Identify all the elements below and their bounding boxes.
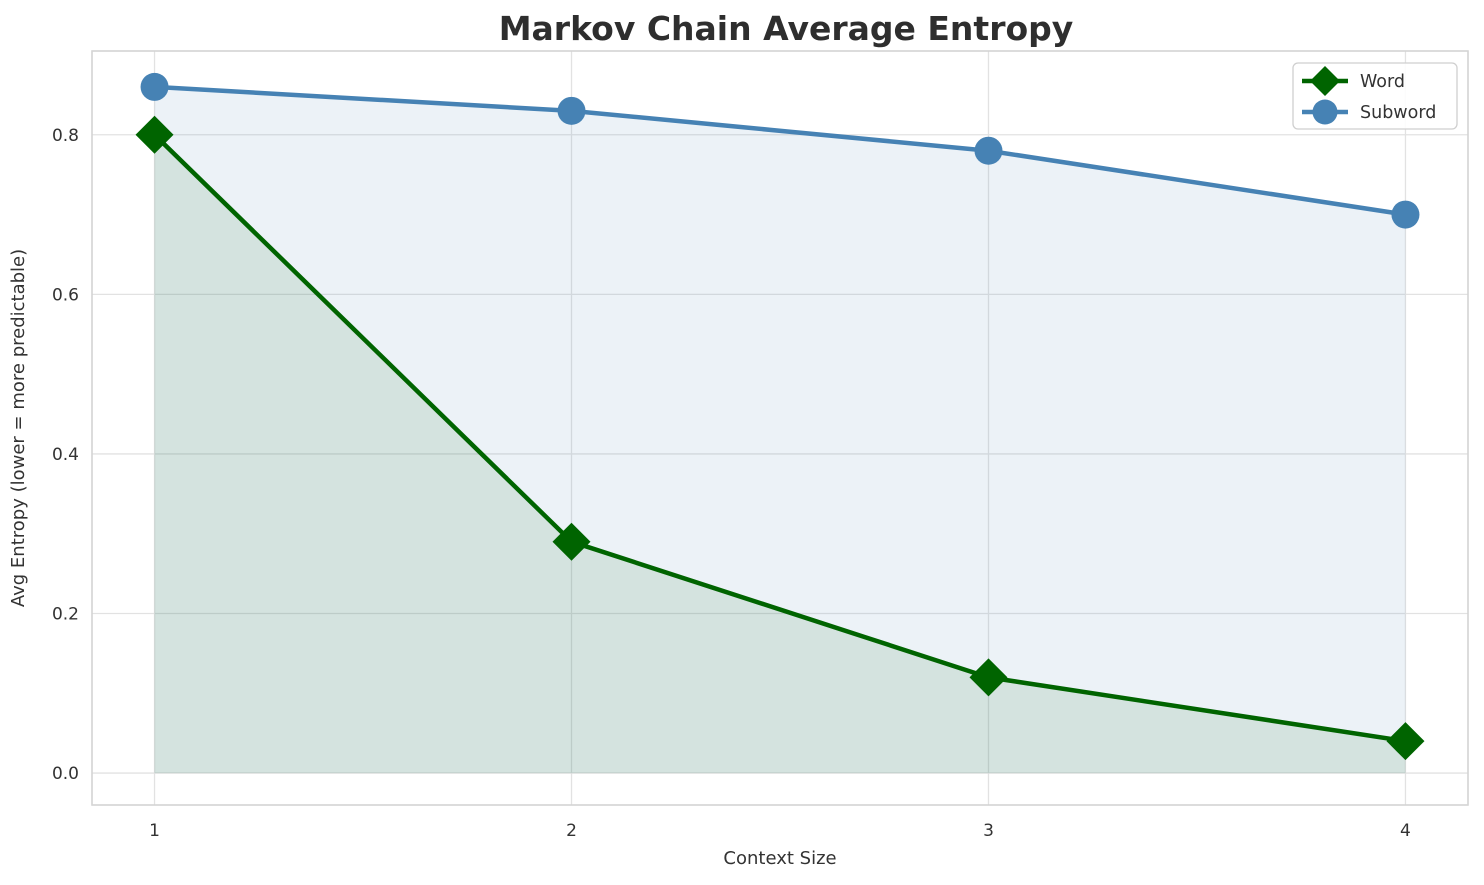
subword-area-fill [154, 86, 1406, 774]
x-tick-labels: 1 2 3 4 [149, 821, 1411, 841]
y-tick-label: 0.0 [52, 764, 79, 784]
word-marker [969, 658, 1008, 697]
plot-border [91, 50, 1469, 806]
y-tick-label: 0.2 [52, 605, 79, 625]
word-marker [1386, 722, 1425, 761]
x-tick-label: 2 [566, 821, 577, 841]
y-axis-label: Avg Entropy (lower = more predictable) [8, 249, 29, 607]
gridlines [92, 51, 1468, 805]
subword-marker [140, 72, 169, 101]
legend-circle-marker [1312, 99, 1338, 125]
subword-series [140, 72, 1420, 229]
legend-label-word: Word [1360, 72, 1405, 92]
subword-marker [1391, 200, 1420, 229]
subword-marker [557, 96, 586, 125]
legend: Word Subword [1292, 62, 1458, 130]
data-series [135, 72, 1425, 761]
x-tick-label: 4 [1400, 821, 1411, 841]
x-axis-label: Context Size [723, 848, 836, 869]
subword-line [152, 84, 1408, 217]
area-fills [154, 86, 1406, 774]
y-tick-label: 0.6 [52, 285, 79, 305]
word-marker [135, 115, 174, 154]
y-tick-labels: 0.0 0.2 0.4 0.6 0.8 [52, 126, 79, 784]
y-tick-label: 0.8 [52, 126, 79, 146]
plot-area [92, 51, 1468, 805]
chart-title: Markov Chain Average Entropy [499, 9, 1074, 48]
word-line [152, 132, 1408, 744]
word-series [135, 115, 1425, 761]
word-area-fill [154, 134, 1406, 774]
x-tick-label: 1 [149, 821, 160, 841]
legend-diamond-marker [1310, 66, 1340, 96]
legend-label-subword: Subword [1360, 103, 1436, 123]
word-marker [552, 522, 591, 561]
y-tick-label: 0.4 [52, 445, 79, 465]
subword-marker [974, 136, 1003, 165]
x-tick-label: 3 [983, 821, 994, 841]
